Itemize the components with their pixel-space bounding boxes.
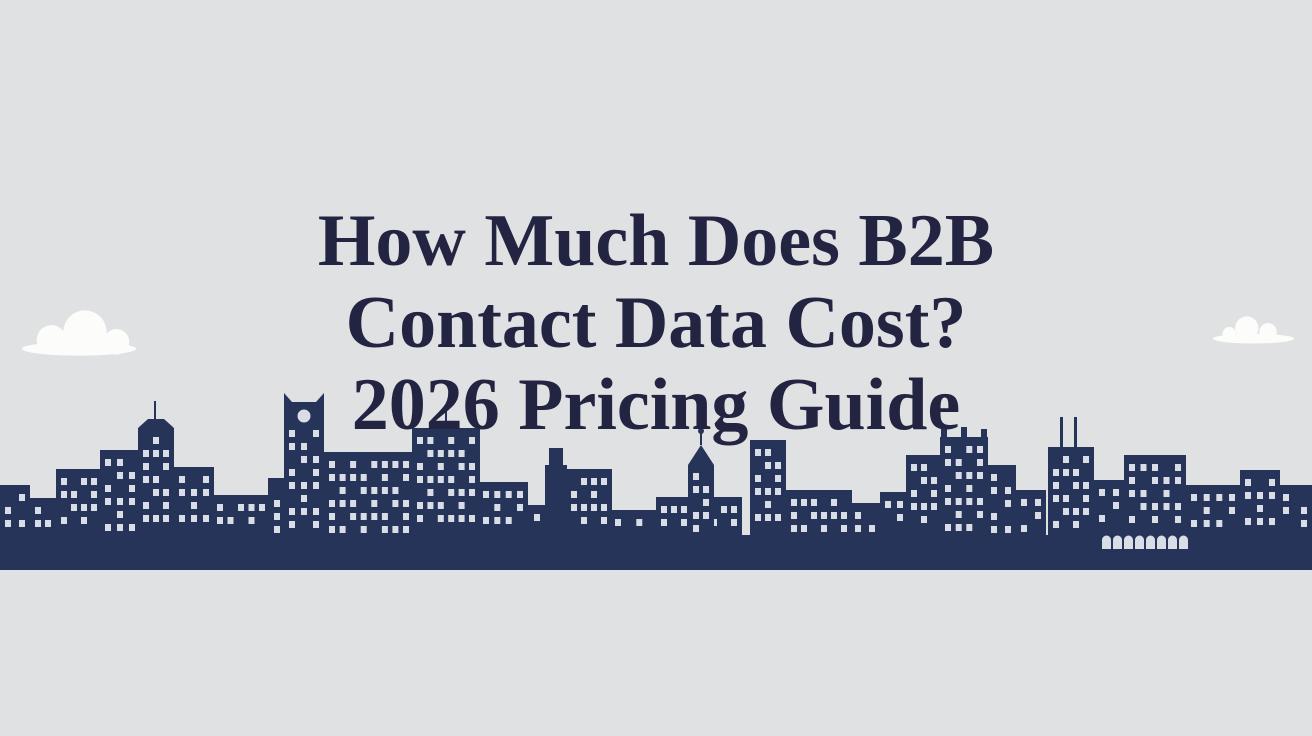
title-line-1: How Much Does B2B [317, 200, 995, 282]
cloud-left-icon [21, 310, 137, 356]
title-line-3: 2026 Pricing Guide [351, 364, 961, 446]
page-title: How Much Does B2B Contact Data Cost? 202… [0, 200, 1312, 446]
cloud-right-icon [1212, 316, 1295, 344]
city-skyline-illustration [0, 385, 1312, 570]
title-line-2: Contact Data Cost? [345, 282, 967, 364]
